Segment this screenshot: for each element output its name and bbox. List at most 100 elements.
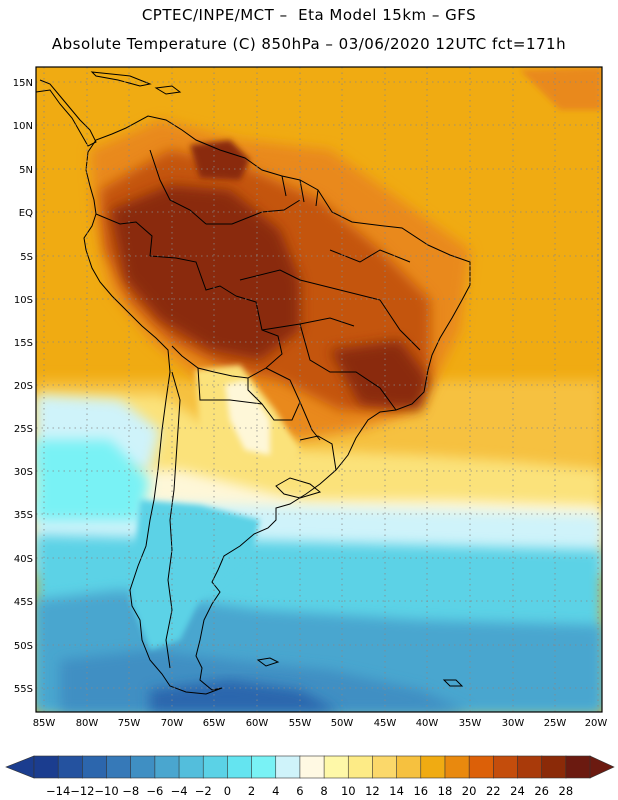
- colorbar-labels: −14 −12 −10 −8 −6 −4 −2 0 2 4 6 8 10 12 14 16 18 20 22 24 26…: [46, 784, 573, 798]
- colorbar-label: 24: [510, 784, 525, 798]
- colorbar-swatch: [565, 755, 591, 779]
- lon-label: 45W: [374, 718, 397, 729]
- border-argentina-chile: [165, 371, 181, 669]
- lat-label: 20S: [14, 381, 33, 392]
- caribbean-island-hispaniola: [154, 85, 182, 95]
- map-title-line-2: Absolute Temperature (C) 850hPa – 03/06/…: [51, 35, 567, 53]
- lon-label: 20W: [585, 718, 608, 729]
- falkland-islands: [256, 657, 280, 667]
- lat-lon-grid: [36, 67, 602, 712]
- colorbar-label: 22: [486, 784, 501, 798]
- colorbar-arrow-right: [589, 755, 615, 779]
- colorbar-boxes: [5, 755, 615, 779]
- field-tongue-cool: [36, 440, 150, 520]
- border-paraguay: [247, 367, 301, 421]
- colorbar-swatch: [227, 755, 253, 779]
- lat-label: 40S: [14, 554, 33, 565]
- colorbar-swatch: [202, 755, 228, 779]
- border-northern-argentina: [197, 367, 321, 441]
- lat-label: 5N: [19, 165, 33, 176]
- border-guyanas: [281, 175, 319, 207]
- colorbar-label: −2: [195, 784, 212, 798]
- caribbean-island-cuba: [90, 71, 152, 87]
- colorbar-swatch: [420, 755, 446, 779]
- border-bolivia: [171, 295, 283, 379]
- lon-label: 65W: [203, 718, 226, 729]
- field-continent-very-hot: [110, 185, 300, 360]
- rio-de-la-plata: [275, 477, 322, 499]
- border-brazil-states: [239, 249, 421, 411]
- colorbar-swatch: [396, 755, 422, 779]
- colorbar-swatch: [82, 755, 108, 779]
- colorbar-swatch: [541, 755, 567, 779]
- border-peru-ecuador: [95, 213, 153, 257]
- colorbar-label: 28: [559, 784, 574, 798]
- colorbar-label: −6: [146, 784, 163, 798]
- colorbar-swatch: [106, 755, 132, 779]
- longitude-labels: 85W 80W 75W 70W 65W 60W 55W 50W 45W 40W …: [33, 718, 608, 729]
- lat-label: 35S: [14, 510, 33, 521]
- colorbar-label: 8: [320, 784, 327, 798]
- colorbar-label: 4: [272, 784, 279, 798]
- lat-label: 10N: [13, 121, 33, 132]
- colorbar-label: 2: [248, 784, 255, 798]
- colorbar-swatch: [299, 755, 325, 779]
- colorbar-swatch: [468, 755, 494, 779]
- temperature-field: [36, 67, 602, 712]
- colorbar-swatch: [347, 755, 374, 779]
- colorbar-swatch: [154, 755, 180, 779]
- field-hot-spot-north: [190, 140, 250, 180]
- colorbar-label: −4: [171, 784, 188, 798]
- colorbar-label: −10: [94, 784, 118, 798]
- lat-label: EQ: [19, 208, 33, 219]
- lon-label: 60W: [246, 718, 269, 729]
- colorbar-label: 12: [365, 784, 380, 798]
- colorbar-swatch: [178, 755, 204, 779]
- colorbar-label: −14: [46, 784, 70, 798]
- map-frame: [35, 66, 603, 713]
- colorbar-swatch: [251, 755, 277, 779]
- lat-label: 45S: [14, 597, 33, 608]
- colorbar-label: −12: [70, 784, 94, 798]
- lat-label: 15S: [14, 338, 33, 349]
- lon-label: 35W: [459, 718, 482, 729]
- lat-label: 15N: [13, 78, 33, 89]
- field-hot-spot-northeast: [520, 67, 602, 110]
- colorbar-swatch: [275, 755, 301, 779]
- latitude-labels: 15N 10N 5N EQ 5S 10S 15S 20S 25S 30S 35S…: [13, 78, 33, 695]
- lon-label: 70W: [161, 718, 184, 729]
- colorbar-swatch: [444, 755, 470, 779]
- coastline-and-borders: [36, 71, 471, 695]
- colorbar-arrow-left: [5, 755, 35, 779]
- south-georgia: [442, 679, 464, 687]
- colorbar-label: 16: [413, 784, 428, 798]
- lat-label: 25S: [14, 424, 33, 435]
- lon-label: 80W: [76, 718, 99, 729]
- lon-label: 85W: [33, 718, 56, 729]
- colorbar-label: 10: [341, 784, 356, 798]
- lon-label: 55W: [289, 718, 312, 729]
- colorbar-label: −8: [122, 784, 139, 798]
- central-america-coastline: [36, 79, 97, 147]
- south-america-coastline: [83, 115, 471, 695]
- field-band-deep-cold: [150, 680, 340, 712]
- lon-label: 50W: [331, 718, 354, 729]
- map-title-line-1: CPTEC/INPE/MCT – Eta Model 15km – GFS: [141, 6, 477, 24]
- colorbar-swatch: [130, 755, 156, 779]
- lat-label: 10S: [14, 295, 33, 306]
- lat-label: 50S: [14, 641, 33, 652]
- lat-label: 5S: [20, 252, 33, 263]
- colorbar-swatch: [492, 755, 519, 779]
- field-south-cone-pale: [225, 380, 270, 455]
- colorbar-label: 26: [534, 784, 549, 798]
- colorbar-swatch: [33, 755, 59, 779]
- colorbar-label: 20: [462, 784, 477, 798]
- colorbar-label: 14: [389, 784, 404, 798]
- colorbar-swatch: [372, 755, 398, 779]
- border-peru-brazil: [149, 255, 237, 297]
- field-hot-spot-east: [330, 340, 430, 410]
- colorbar-label: 6: [296, 784, 303, 798]
- colorbar-label: 0: [224, 784, 231, 798]
